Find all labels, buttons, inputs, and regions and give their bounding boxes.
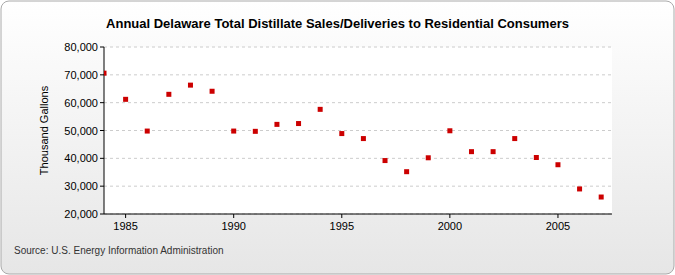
point [555, 162, 560, 167]
title: Annual Delaware Total Distillate Sales/D… [106, 16, 569, 31]
point [123, 97, 128, 102]
point [104, 71, 107, 76]
points [104, 71, 604, 200]
point [599, 195, 604, 200]
point [274, 122, 279, 127]
y-tick-label: 20,000 [64, 208, 98, 220]
tick [100, 47, 104, 48]
point [318, 107, 323, 112]
tick [100, 102, 104, 103]
tick [449, 214, 450, 218]
grid-line [104, 130, 612, 131]
point [383, 158, 388, 163]
point [577, 186, 582, 191]
y-tick-label: 80,000 [64, 41, 98, 53]
point [512, 136, 517, 141]
point [361, 136, 366, 141]
point [491, 149, 496, 154]
x-tick-label: 2000 [438, 220, 462, 232]
x-axis [104, 214, 612, 215]
chart: Annual Delaware Total Distillate Sales/D… [0, 0, 675, 275]
point [534, 155, 539, 160]
y-tick-label: 30,000 [64, 180, 98, 192]
point [231, 129, 236, 134]
point [447, 128, 452, 133]
point [404, 169, 409, 174]
y-tick-label: 60,000 [64, 97, 98, 109]
point [253, 129, 258, 134]
tick [100, 214, 104, 215]
grid-line [104, 102, 612, 103]
grid-line [104, 186, 612, 187]
tick [100, 130, 104, 131]
point [339, 131, 344, 136]
tick [100, 158, 104, 159]
plot-area [104, 47, 612, 214]
point [166, 92, 171, 97]
y-tick-label: 40,000 [64, 152, 98, 164]
y-axis-label: Thousand Gallons [38, 85, 50, 175]
point [188, 83, 193, 88]
point [210, 89, 215, 94]
tick [233, 214, 234, 218]
source: Source: U.S. Energy Information Administ… [14, 245, 224, 256]
x-tick-label: 1995 [330, 220, 354, 232]
point [469, 149, 474, 154]
tick [100, 74, 104, 75]
x-tick-label: 2005 [546, 220, 570, 232]
tick [557, 214, 558, 218]
y-tick-label: 50,000 [64, 125, 98, 137]
tick [341, 214, 342, 218]
grid-line [104, 74, 612, 75]
point [296, 121, 301, 126]
point [426, 155, 431, 160]
point [145, 129, 150, 134]
x-tick-label: 1985 [113, 220, 137, 232]
tick [100, 186, 104, 187]
x-tick-label: 1990 [221, 220, 245, 232]
tick [125, 214, 126, 218]
y-tick-label: 70,000 [64, 69, 98, 81]
background [1, 1, 674, 274]
grid-line [104, 214, 612, 215]
grid-line [104, 47, 612, 48]
